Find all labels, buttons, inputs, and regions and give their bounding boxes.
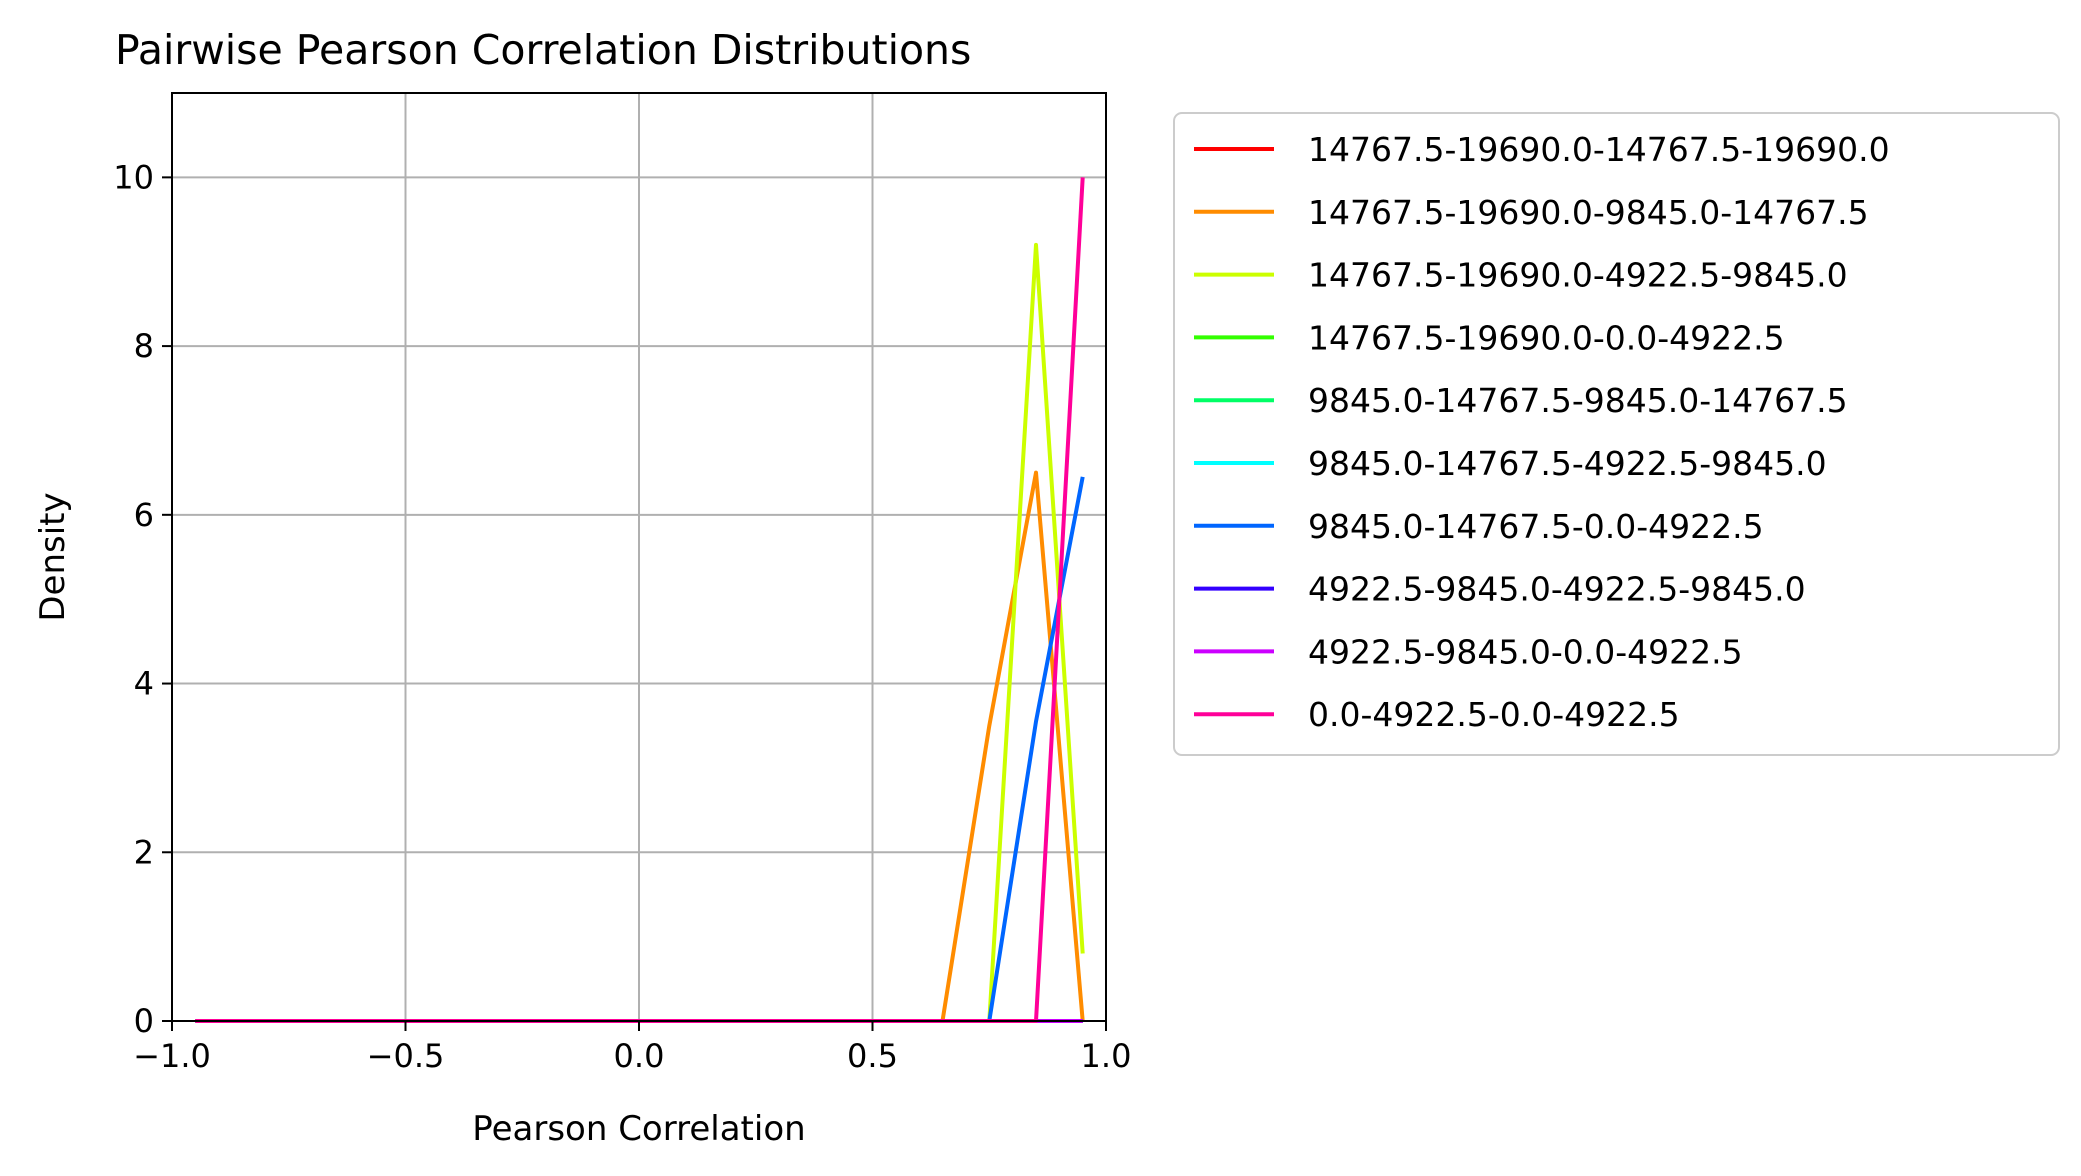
legend-label-6: 9845.0-14767.5-0.0-4922.5 [1308,507,1764,546]
y-axis-label: Density [33,492,73,621]
legend-label-0: 14767.5-19690.0-14767.5-19690.0 [1308,130,1890,169]
x-tick-label: −1.0 [133,1037,211,1075]
legend-label-3: 14767.5-19690.0-0.0-4922.5 [1308,318,1785,357]
chart-title: Pairwise Pearson Correlation Distributio… [115,26,971,74]
y-tick-label: 6 [134,496,154,534]
axis-ticks: −1.0 −0.5 0.0 0.5 1.0 0 2 4 6 8 10 [113,158,1131,1075]
legend-label-4: 9845.0-14767.5-9845.0-14767.5 [1308,381,1848,420]
x-tick-label: −0.5 [367,1037,445,1075]
legend: 14767.5-19690.0-14767.5-19690.0 14767.5-1… [1173,112,2060,756]
legend-label-5: 9845.0-14767.5-4922.5-9845.0 [1308,444,1827,483]
x-tick-label: 0.0 [614,1037,665,1075]
y-tick-label: 8 [134,327,154,365]
legend-label-9: 0.0-4922.5-0.0-4922.5 [1308,695,1680,734]
x-tick-label: 0.5 [847,1037,898,1075]
x-tick-label: 1.0 [1081,1037,1132,1075]
legend-label-2: 14767.5-19690.0-4922.5-9845.0 [1308,256,1848,295]
legend-box [1173,112,2060,756]
legend-label-7: 4922.5-9845.0-4922.5-9845.0 [1308,570,1806,609]
y-tick-label: 2 [134,833,154,871]
legend-label-1: 14767.5-19690.0-9845.0-14767.5 [1308,193,1869,232]
x-axis-label: Pearson Correlation [472,1109,805,1149]
y-tick-label: 4 [134,665,154,703]
y-tick-label: 0 [134,1002,154,1040]
y-tick-label: 10 [113,158,154,196]
legend-label-8: 4922.5-9845.0-0.0-4922.5 [1308,632,1743,671]
